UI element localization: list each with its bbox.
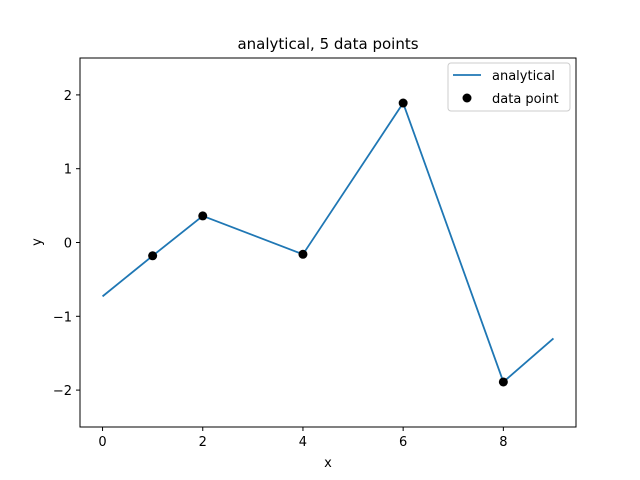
- x-axis-label: x: [324, 456, 332, 471]
- axes-frame: [79, 57, 577, 428]
- legend-label-analytical: analytical: [492, 69, 555, 84]
- data-point-marker: [398, 98, 408, 108]
- series-layer: [101, 98, 555, 387]
- legend-swatch-data-point: [462, 93, 472, 103]
- x-axis: 0 2 4 6 8: [98, 427, 507, 450]
- x-tick-label: 8: [499, 435, 507, 450]
- y-axis-label: y: [30, 238, 45, 246]
- plot-area: [101, 98, 555, 387]
- y-tick-label: 2: [64, 89, 72, 104]
- chart-title: analytical, 5 data points: [237, 35, 418, 53]
- data-point-marker: [148, 251, 158, 261]
- data-point-marker: [198, 211, 208, 221]
- x-tick-label: 0: [98, 435, 106, 450]
- data-point-marker: [498, 377, 508, 387]
- y-tick-label: 1: [64, 163, 72, 178]
- x-tick-label: 6: [399, 435, 407, 450]
- legend: analytical data point: [447, 62, 571, 112]
- x-tick-label: 4: [299, 435, 307, 450]
- y-tick-label: −2: [53, 384, 72, 399]
- y-tick-label: 0: [64, 237, 72, 252]
- y-axis: −2 −1 0 1 2: [53, 89, 80, 399]
- legend-label-data-point: data point: [492, 92, 559, 107]
- data-point-marker: [298, 249, 308, 259]
- x-tick-label: 2: [199, 435, 207, 450]
- series-line-analytical: [101, 102, 555, 383]
- y-tick-label: −1: [53, 310, 72, 325]
